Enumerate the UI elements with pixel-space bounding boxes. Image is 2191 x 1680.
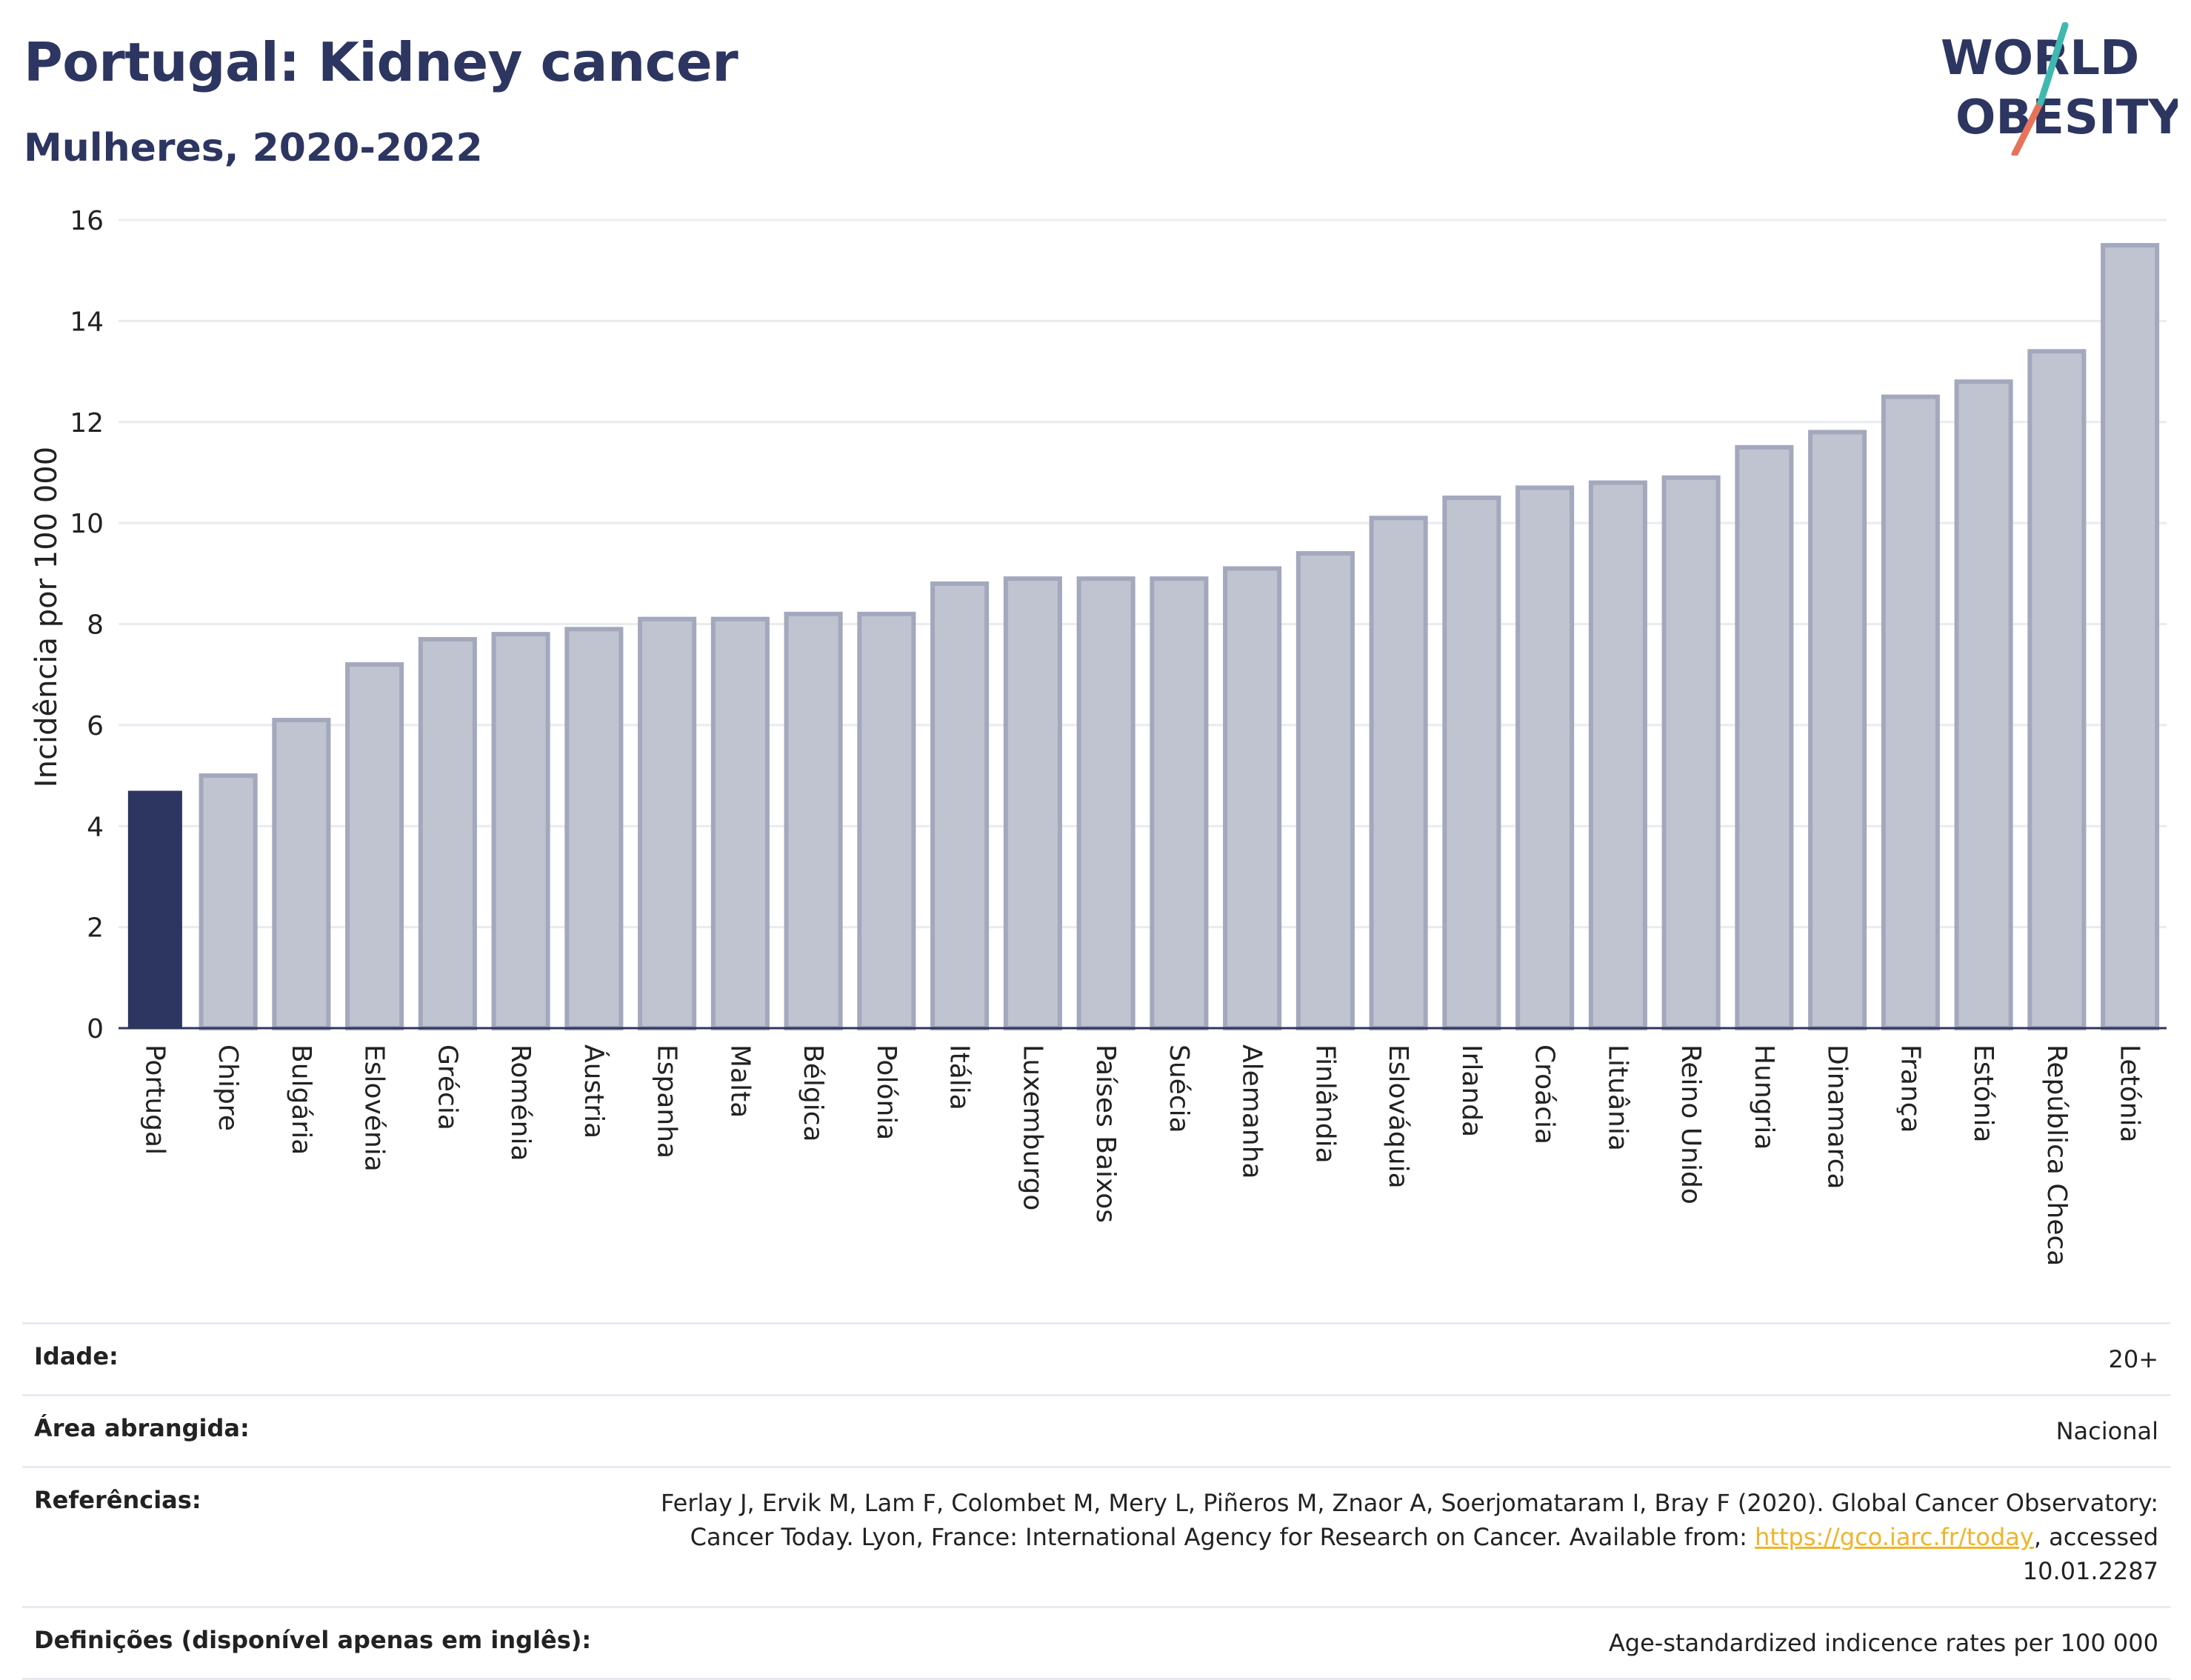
- y-tick-label: 2: [87, 913, 104, 944]
- x-tick-label: Luxemburgo: [1017, 1044, 1047, 1210]
- bar-suécia[interactable]: [1150, 576, 1209, 1030]
- bar-chipre[interactable]: [199, 773, 258, 1030]
- info-row-definitions: Definições (disponível apenas em inglês)…: [22, 1606, 2170, 1680]
- x-tick-label: Lituânia: [1602, 1044, 1633, 1151]
- bar-roménia[interactable]: [491, 632, 550, 1030]
- info-table: Idade: 20+ Área abrangida: Nacional Refe…: [22, 1322, 2170, 1680]
- x-tick-label: Suécia: [1164, 1044, 1194, 1133]
- info-value-definitions: Age-standardized indicence rates per 100…: [1608, 1629, 2158, 1657]
- x-tick-label: Roménia: [505, 1044, 536, 1161]
- x-tick-label: Grécia: [432, 1044, 462, 1130]
- x-tick-label: Chipre: [213, 1044, 243, 1131]
- y-axis-label: Incidência por 100 000: [30, 447, 64, 787]
- x-tick-label: Croácia: [1530, 1044, 1560, 1144]
- x-tick-label: Países Baixos: [1090, 1044, 1121, 1223]
- y-tick-label: 14: [70, 307, 104, 337]
- bar-malta[interactable]: [710, 616, 770, 1030]
- info-value-age: 20+: [2108, 1345, 2158, 1373]
- x-tick-label: Estónia: [1968, 1044, 1998, 1143]
- x-tick-label: Bulgária: [286, 1044, 316, 1155]
- info-row-area: Área abrangida: Nacional: [22, 1394, 2170, 1466]
- x-tick-label: Eslováquia: [1383, 1044, 1413, 1189]
- x-tick-label: Malta: [724, 1044, 755, 1118]
- x-tick-label: Bélgica: [798, 1044, 828, 1142]
- reference-link[interactable]: https://gco.iarc.fr/today: [1755, 1523, 2034, 1551]
- info-row-age: Idade: 20+: [22, 1322, 2170, 1394]
- info-key-age: Idade:: [34, 1342, 119, 1370]
- logo-slash-red: [2011, 99, 2044, 156]
- bar-finlândia[interactable]: [1295, 551, 1355, 1030]
- x-tick-label: Áustria: [578, 1044, 610, 1139]
- logo-slash-teal: [2037, 22, 2069, 106]
- bar-croácia[interactable]: [1515, 485, 1575, 1030]
- bar-bulgária[interactable]: [272, 718, 331, 1031]
- bar-chart: 0 2 4 6 8 10 12 14 16 Portugal Chipre Bulgária Eslov…: [30, 206, 2167, 1266]
- bar-eslovénia[interactable]: [345, 662, 404, 1030]
- x-tick-label: Letónia: [2115, 1044, 2145, 1143]
- x-tick-label: Portugal: [139, 1044, 170, 1155]
- x-tick-label: Reino Unido: [1675, 1044, 1706, 1204]
- bar-estónia[interactable]: [1954, 379, 2013, 1030]
- y-tick-label: 12: [70, 408, 104, 439]
- bar-dinamarca[interactable]: [1808, 430, 1867, 1030]
- bar-alemanha[interactable]: [1223, 566, 1282, 1030]
- chart-title: Portugal: Kidney cancer: [24, 31, 738, 93]
- x-tick-label: Itália: [944, 1044, 975, 1110]
- reference-accessed: , accessed 10.01.2287: [2022, 1523, 2158, 1585]
- bar-reino-unido[interactable]: [1661, 475, 1721, 1030]
- bar-lituânia[interactable]: [1588, 480, 1647, 1030]
- axis-layer: 0 2 4 6 8 10 12 14 16 Portugal Chipre Bulgária Eslov…: [70, 206, 2167, 1266]
- x-tick-label: República Checa: [2041, 1044, 2072, 1266]
- logo-line2: OBESITY: [1955, 90, 2178, 145]
- bar-portugal[interactable]: [127, 790, 182, 1028]
- reference-text: Ferlay J, Ervik M, Lam F, Colombet M, Me…: [661, 1489, 2158, 1551]
- y-tick-label: 6: [87, 711, 104, 741]
- x-tick-label: Polónia: [871, 1044, 901, 1140]
- x-tick-label: Eslovénia: [359, 1044, 390, 1172]
- y-tick-label: 0: [87, 1014, 104, 1044]
- bar-luxemburgo[interactable]: [1003, 576, 1062, 1030]
- bar-bélgica[interactable]: [784, 611, 843, 1030]
- y-tick-label: 4: [87, 812, 104, 842]
- bar-polónia[interactable]: [857, 611, 916, 1030]
- x-tick-label: Alemanha: [1237, 1044, 1267, 1179]
- info-value-references: Ferlay J, Ervik M, Lam F, Colombet M, Me…: [603, 1486, 2158, 1588]
- bar-irlanda[interactable]: [1442, 496, 1501, 1030]
- x-tick-label: Irlanda: [1456, 1044, 1487, 1137]
- logo-line1: WORLD: [1941, 31, 2139, 86]
- chart-subtitle: Mulheres, 2020-2022: [24, 126, 483, 170]
- world-obesity-logo: WORLD OBESITY: [1941, 22, 2178, 156]
- bar-república-checa[interactable]: [2027, 349, 2087, 1031]
- y-tick-label: 16: [70, 206, 104, 236]
- x-tick-label: Finlândia: [1310, 1044, 1340, 1164]
- info-value-area: Nacional: [2055, 1417, 2158, 1445]
- x-tick-label: Dinamarca: [1822, 1044, 1852, 1190]
- bar-itália[interactable]: [930, 581, 990, 1030]
- bar-grécia[interactable]: [418, 636, 477, 1030]
- info-key-definitions: Definições (disponível apenas em inglês)…: [34, 1626, 592, 1654]
- y-tick-label: 8: [87, 610, 104, 641]
- info-row-references: Referências: Ferlay J, Ervik M, Lam F, C…: [22, 1466, 2170, 1606]
- y-tick-label: 10: [70, 509, 104, 539]
- bar-eslováquia[interactable]: [1369, 516, 1428, 1030]
- bar-espanha[interactable]: [638, 616, 697, 1030]
- x-tick-label: Hungria: [1749, 1044, 1779, 1150]
- bar-países-baixos[interactable]: [1076, 576, 1135, 1030]
- bar-hungria[interactable]: [1735, 444, 1794, 1030]
- x-tick-label: França: [1895, 1044, 1925, 1133]
- info-key-references: Referências:: [34, 1486, 201, 1514]
- bar-áustria[interactable]: [564, 627, 624, 1030]
- bar-letónia[interactable]: [2101, 243, 2160, 1030]
- x-tick-label: Espanha: [652, 1044, 682, 1159]
- info-key-area: Área abrangida:: [34, 1414, 250, 1442]
- bar-frança[interactable]: [1881, 394, 1940, 1030]
- bar-layer: [127, 243, 2160, 1031]
